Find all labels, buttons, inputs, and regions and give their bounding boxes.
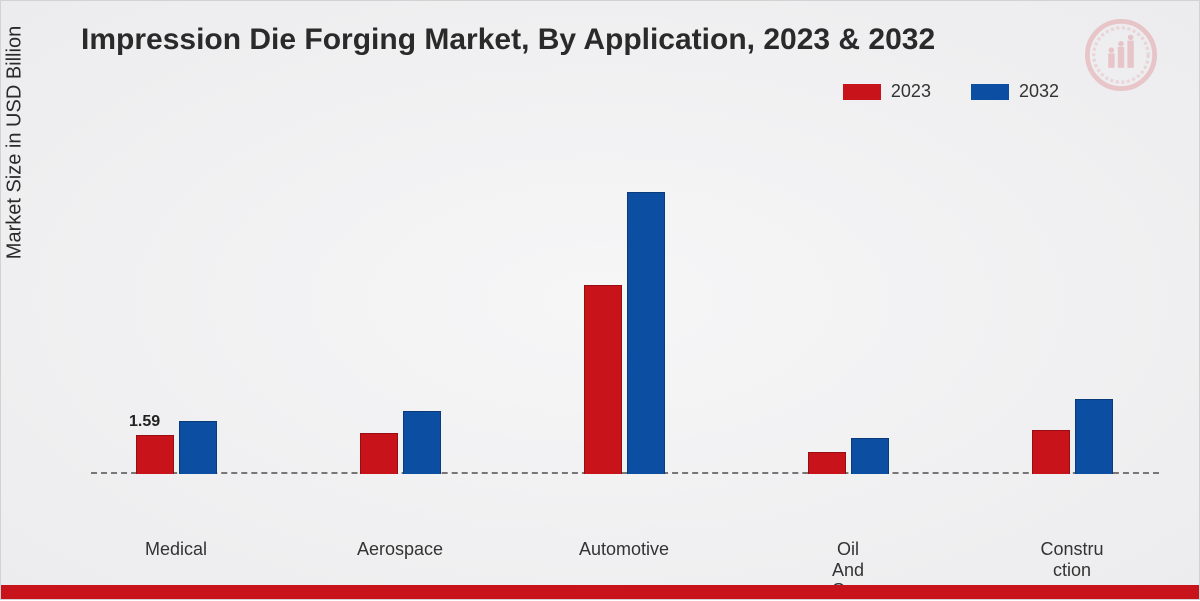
x-axis-label: Constru ction [987, 539, 1157, 580]
x-axis-label: Medical [91, 539, 261, 560]
bar [136, 435, 174, 474]
legend-item-2032: 2032 [971, 81, 1059, 102]
legend-label-2023: 2023 [891, 81, 931, 102]
x-axis-label: Aerospace [315, 539, 485, 560]
legend: 2023 2032 [843, 81, 1059, 102]
bar [360, 433, 398, 474]
bar [179, 421, 217, 474]
plot-area: 1.59 [91, 136, 1159, 474]
baseline [91, 472, 1159, 474]
x-axis-label: Automotive [539, 539, 709, 560]
watermark-logo-icon [1081, 15, 1161, 95]
value-label: 1.59 [129, 413, 160, 431]
footer-bar [1, 585, 1199, 599]
y-axis-label: Market Size in USD Billion [4, 0, 27, 313]
legend-label-2032: 2032 [1019, 81, 1059, 102]
bar [851, 438, 889, 474]
bar [627, 192, 665, 474]
bar [1075, 399, 1113, 474]
bar [403, 411, 441, 474]
bar [1032, 430, 1070, 474]
legend-item-2023: 2023 [843, 81, 931, 102]
legend-swatch-2023 [843, 84, 881, 100]
chart-viewport: Impression Die Forging Market, By Applic… [0, 0, 1200, 600]
chart-title: Impression Die Forging Market, By Applic… [81, 23, 935, 57]
legend-swatch-2032 [971, 84, 1009, 100]
bar [808, 452, 846, 474]
bar [584, 285, 622, 474]
